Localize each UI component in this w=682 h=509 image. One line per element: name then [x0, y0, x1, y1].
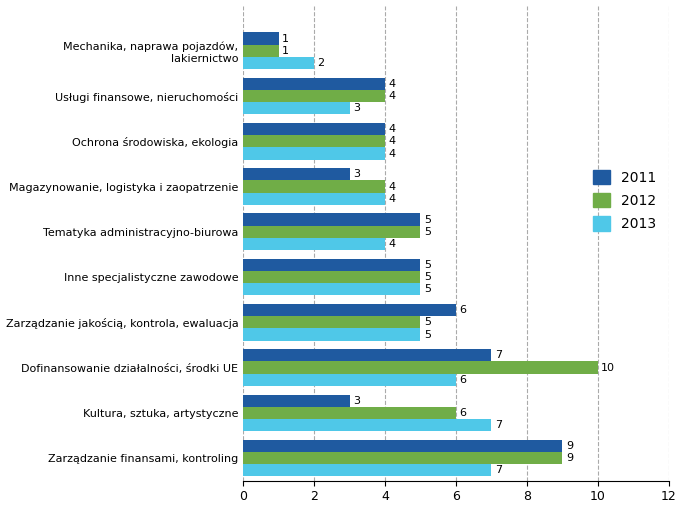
Text: 4: 4	[389, 124, 396, 134]
Text: 5: 5	[424, 317, 431, 327]
Text: 10: 10	[602, 362, 615, 373]
Bar	[243, 452, 562, 464]
Bar	[243, 181, 385, 193]
Text: 4: 4	[389, 239, 396, 249]
Bar	[243, 45, 279, 57]
Text: 4: 4	[389, 149, 396, 158]
Bar	[243, 464, 491, 476]
Bar	[243, 394, 349, 407]
Bar	[243, 168, 349, 181]
Bar	[243, 90, 385, 102]
Text: 7: 7	[495, 465, 502, 475]
Bar	[243, 135, 385, 148]
Bar	[243, 259, 420, 271]
Text: 4: 4	[389, 182, 396, 191]
Text: 6: 6	[460, 408, 466, 418]
Bar	[243, 374, 456, 386]
Text: 6: 6	[460, 305, 466, 315]
Bar	[243, 148, 385, 160]
Bar	[243, 283, 420, 295]
Text: 5: 5	[424, 227, 431, 237]
Text: 9: 9	[566, 453, 573, 463]
Text: 1: 1	[282, 34, 289, 44]
Text: 9: 9	[566, 441, 573, 451]
Text: 5: 5	[424, 215, 431, 224]
Bar	[243, 33, 279, 45]
Text: 4: 4	[389, 91, 396, 101]
Text: 5: 5	[424, 285, 431, 294]
Bar	[243, 123, 385, 135]
Bar	[243, 271, 420, 283]
Bar	[243, 57, 314, 69]
Bar	[243, 193, 385, 205]
Text: 1: 1	[282, 46, 289, 56]
Bar	[243, 102, 349, 115]
Text: 5: 5	[424, 272, 431, 282]
Bar	[243, 316, 420, 328]
Bar	[243, 225, 420, 238]
Text: 2: 2	[318, 58, 325, 68]
Text: 5: 5	[424, 260, 431, 270]
Text: 5: 5	[424, 329, 431, 340]
Text: 4: 4	[389, 136, 396, 146]
Bar	[243, 349, 491, 361]
Text: 3: 3	[353, 169, 360, 179]
Bar	[243, 304, 456, 316]
Legend: 2011, 2012, 2013: 2011, 2012, 2013	[587, 164, 662, 237]
Text: 3: 3	[353, 103, 360, 114]
Bar	[243, 419, 491, 431]
Text: 7: 7	[495, 350, 502, 360]
Text: 7: 7	[495, 420, 502, 430]
Text: 4: 4	[389, 79, 396, 89]
Bar	[243, 328, 420, 341]
Bar	[243, 213, 420, 225]
Text: 3: 3	[353, 395, 360, 406]
Text: 4: 4	[389, 194, 396, 204]
Bar	[243, 238, 385, 250]
Bar	[243, 440, 562, 452]
Bar	[243, 78, 385, 90]
Bar	[243, 361, 597, 374]
Bar	[243, 407, 456, 419]
Text: 6: 6	[460, 375, 466, 385]
